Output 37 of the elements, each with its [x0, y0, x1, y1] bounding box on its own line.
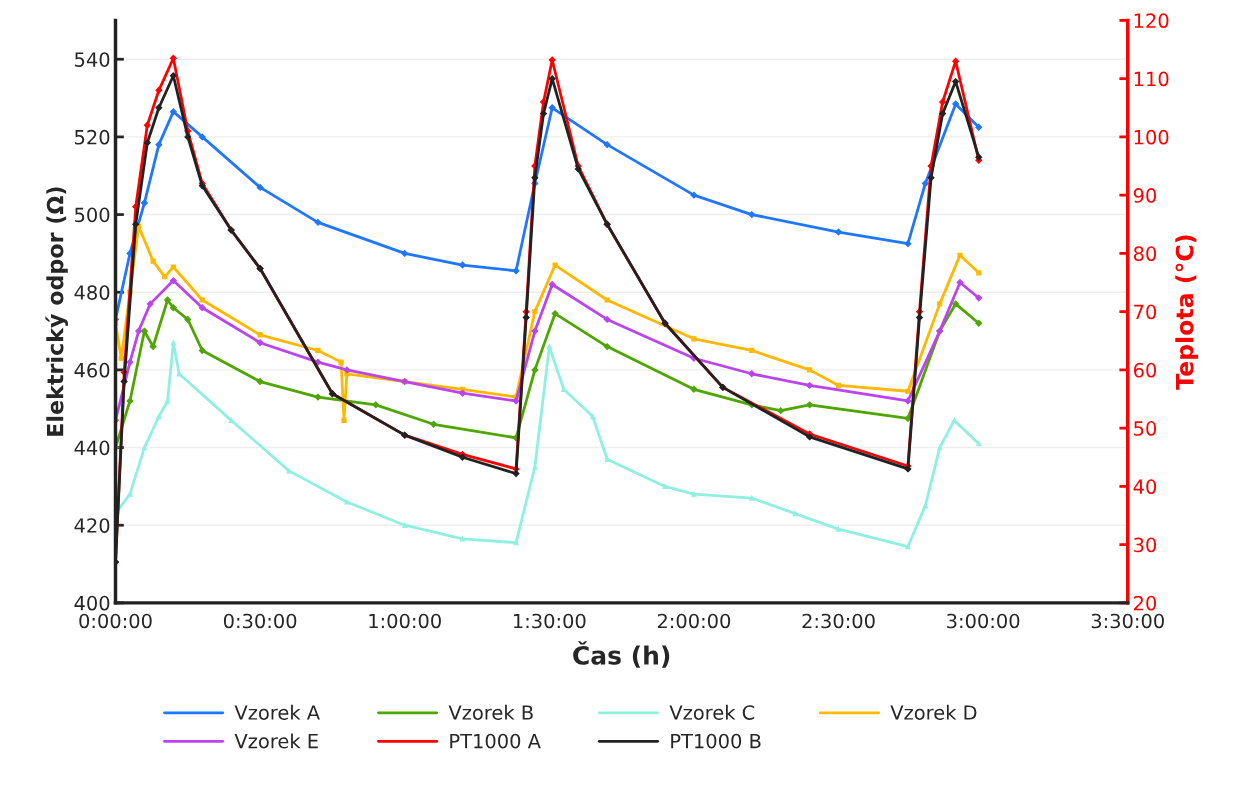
x-tick-label: 3:30:00: [1091, 613, 1164, 629]
legend-label: PT1000 B: [671, 733, 761, 749]
y-axis-title: Elektrický odpor (Ω): [45, 187, 68, 436]
x-tick-label: 2:30:00: [802, 613, 875, 629]
y2-tick-label: 60: [1133, 362, 1157, 378]
legend-label: Vzorek A: [234, 704, 320, 720]
y-tick-label: 440: [74, 440, 110, 456]
legend-label: Vzorek B: [448, 704, 533, 720]
y2-tick-label: 40: [1133, 479, 1157, 495]
x-tick-label: 0:30:00: [223, 613, 297, 629]
y2-tick-label: 110: [1134, 71, 1169, 87]
y2-tick-label: 80: [1133, 246, 1157, 262]
y2-tick-label: 20: [1134, 595, 1157, 611]
y-tick-label: 540: [75, 52, 110, 67]
y2-axis-title: Teplota (°C): [1175, 235, 1199, 390]
y-tick-label: 420: [74, 518, 110, 533]
y-tick-label: 400: [74, 595, 110, 611]
x-tick-label: 1:30:00: [513, 613, 586, 629]
y2-tick-label: 70: [1134, 304, 1157, 320]
legend-label: Vzorek D: [890, 704, 977, 720]
y-tick-label: 460: [74, 362, 110, 378]
y2-tick-label: 50: [1134, 421, 1157, 436]
legend-label: Vzorek C: [669, 704, 755, 720]
x-tick-label: 0:00:00: [79, 613, 152, 629]
x-axis-title: Čas (h): [573, 641, 670, 668]
y2-tick-label: 30: [1134, 537, 1157, 553]
x-tick-label: 2:00:00: [657, 613, 731, 629]
x-tick-label: 3:00:00: [947, 613, 1020, 629]
legend-label: PT1000 A: [450, 733, 541, 749]
y-tick-label: 520: [75, 129, 110, 145]
y2-tick-label: 90: [1133, 188, 1157, 203]
x-tick-label: 1:00:00: [369, 613, 441, 629]
y-tick-label: 500: [75, 207, 110, 223]
legend-label: Vzorek E: [234, 733, 318, 749]
y2-tick-label: 100: [1134, 129, 1169, 145]
y-tick-label: 480: [74, 285, 110, 300]
y2-tick-label: 120: [1134, 13, 1169, 29]
